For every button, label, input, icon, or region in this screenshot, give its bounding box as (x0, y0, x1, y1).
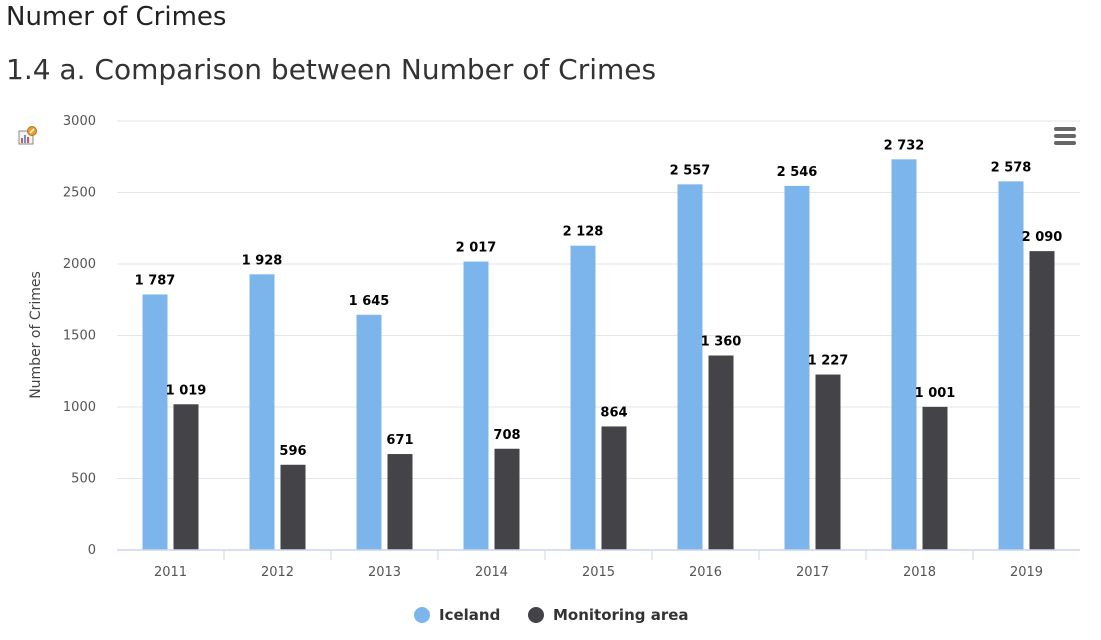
bars (142, 159, 1055, 551)
data-label: 596 (279, 444, 306, 459)
data-label: 2 732 (884, 138, 925, 153)
data-label: 2 546 (777, 165, 818, 180)
bar-iceland[interactable] (142, 294, 168, 550)
bar-monitoring-area[interactable] (173, 404, 199, 550)
legend-label: Monitoring area (553, 606, 689, 624)
chart-menu-button[interactable] (1050, 124, 1080, 150)
x-tick-label: 2019 (1010, 565, 1043, 580)
data-label: 2 128 (563, 225, 604, 240)
data-label: 1 019 (166, 383, 207, 398)
bar-iceland[interactable] (998, 181, 1024, 550)
y-tick-label: 2500 (63, 186, 96, 201)
x-tick-label: 2016 (689, 565, 722, 580)
bar-monitoring-area[interactable] (601, 426, 627, 550)
data-labels: 1 787 1 019 1 928 596 1 645 671 2 017 708 2 128 8… (135, 138, 1063, 458)
bar-monitoring-area[interactable] (387, 454, 413, 550)
x-tick-label: 2018 (903, 565, 936, 580)
bar-monitoring-area[interactable] (280, 464, 306, 550)
bar-iceland[interactable] (677, 184, 703, 550)
bar-iceland[interactable] (249, 274, 275, 550)
y-axis-title: Number of Crimes (28, 271, 44, 399)
y-tick-label: 500 (71, 472, 96, 487)
x-tick-label: 2015 (582, 565, 615, 580)
y-tick-label: 0 (88, 543, 96, 558)
bar-monitoring-area[interactable] (1029, 251, 1055, 550)
data-label: 1 001 (915, 386, 956, 401)
grid-lines (117, 120, 1080, 479)
data-label: 671 (386, 433, 413, 448)
chart-title: 1.4 a. Comparison between Number of Crim… (6, 53, 657, 86)
chart-export-icon[interactable] (18, 126, 38, 146)
x-tick-label: 2011 (154, 565, 187, 580)
legend-item-iceland[interactable]: Iceland (414, 606, 500, 624)
legend-marker (414, 607, 430, 623)
data-label: 1 645 (349, 294, 390, 309)
x-tick-label: 2017 (796, 565, 829, 580)
bar-iceland[interactable] (570, 245, 596, 551)
bar-iceland[interactable] (891, 159, 917, 550)
legend: Iceland Monitoring area (414, 606, 689, 624)
bar-iceland[interactable] (463, 261, 489, 550)
legend-label: Iceland (439, 606, 500, 624)
bar-monitoring-area[interactable] (922, 406, 948, 550)
chart-export-icon-graphic (18, 126, 37, 145)
x-tick-label: 2014 (475, 565, 508, 580)
data-label: 2 017 (456, 241, 497, 256)
data-label: 708 (493, 428, 520, 443)
data-label: 2 578 (991, 160, 1032, 175)
data-label: 864 (600, 405, 627, 420)
x-tick-label: 2013 (368, 565, 401, 580)
data-label: 2 090 (1022, 230, 1063, 245)
bar-iceland[interactable] (356, 314, 382, 550)
bar-monitoring-area[interactable] (815, 374, 841, 550)
data-label: 2 557 (670, 163, 711, 178)
hamburger-menu-icon (1054, 127, 1076, 131)
y-axis-ticks: 0 500 1000 1500 2000 2500 3000 (63, 114, 96, 558)
y-tick-label: 2000 (63, 257, 96, 272)
y-tick-label: 3000 (63, 114, 96, 129)
bar-monitoring-area[interactable] (494, 448, 520, 550)
y-tick-label: 1500 (63, 329, 96, 344)
data-label: 1 360 (701, 335, 742, 350)
bar-iceland[interactable] (784, 185, 810, 550)
legend-item-monitoring-area[interactable]: Monitoring area (528, 606, 689, 624)
y-tick-label: 1000 (63, 400, 96, 415)
x-tick-label: 2012 (261, 565, 294, 580)
data-label: 1 227 (808, 354, 849, 369)
x-axis: 2011 2012 2013 2014 2015 2016 2017 2018 2019 (117, 549, 1080, 580)
data-label: 1 787 (135, 273, 176, 288)
bar-monitoring-area[interactable] (708, 355, 734, 550)
page-heading: Numer of Crimes (6, 2, 227, 32)
data-label: 1 928 (242, 253, 283, 268)
legend-marker (528, 607, 544, 623)
